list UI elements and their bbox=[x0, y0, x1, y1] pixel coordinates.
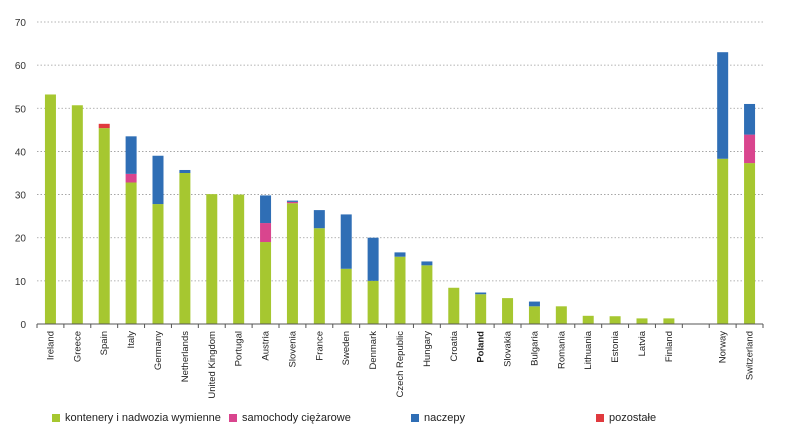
legend-item-semitrailers: naczepy bbox=[411, 412, 465, 424]
bar-segment bbox=[71, 105, 83, 324]
legend-label: kontenery i nadwozia wymienne bbox=[65, 412, 221, 424]
bar-segment bbox=[421, 261, 433, 266]
y-axis: 0 10 20 30 40 50 60 70 bbox=[15, 18, 27, 331]
bar-segment bbox=[744, 163, 756, 324]
bar-segment bbox=[502, 298, 514, 324]
bar-segment bbox=[125, 173, 137, 183]
legend-swatch bbox=[411, 414, 419, 422]
bar-segment bbox=[98, 128, 110, 324]
x-tick-label: Croatia bbox=[449, 330, 460, 361]
bar-segment bbox=[152, 204, 164, 324]
bar-segment bbox=[528, 306, 540, 324]
bar-segment bbox=[475, 292, 487, 295]
y-tick-label: 70 bbox=[15, 18, 27, 29]
stacked-bar-chart: 0 10 20 30 40 50 60 70 Ireland Greece Spain Italy G… bbox=[15, 18, 764, 399]
bar-segment bbox=[555, 306, 567, 324]
x-tick-label: France bbox=[314, 331, 325, 361]
bar-segment bbox=[125, 136, 137, 174]
legend-swatch bbox=[596, 414, 604, 422]
x-tick-label: Czech Republic bbox=[395, 331, 406, 398]
bar-segment bbox=[313, 228, 325, 324]
bar-segment bbox=[179, 173, 191, 324]
x-tick-label: Switzerland bbox=[745, 331, 756, 380]
y-tick-label: 30 bbox=[15, 191, 27, 202]
bar-segment bbox=[44, 94, 56, 324]
x-tick-label: Hungary bbox=[422, 331, 433, 367]
bar-segment bbox=[179, 169, 191, 173]
bar-segment bbox=[394, 252, 406, 257]
bar-segment bbox=[286, 200, 298, 202]
y-tick-label: 50 bbox=[15, 104, 27, 115]
x-tick-label: Norway bbox=[718, 331, 729, 363]
x-tick-label: Sweden bbox=[341, 331, 352, 365]
y-tick-label: 0 bbox=[20, 320, 26, 331]
y-tick-label: 40 bbox=[15, 147, 27, 158]
x-tick-label: Lithuania bbox=[583, 330, 594, 369]
x-tick-label: Greece bbox=[72, 331, 83, 362]
bar-segment bbox=[286, 201, 298, 204]
x-tick-label: Romania bbox=[556, 330, 567, 369]
legend-swatch bbox=[52, 414, 60, 422]
bar-segment bbox=[286, 203, 298, 324]
legend-item-trucks: samochody ciężarowe bbox=[229, 412, 351, 424]
bar-segment bbox=[717, 158, 729, 324]
bar-segment bbox=[206, 194, 218, 324]
bar-segment bbox=[636, 318, 648, 324]
bar-segment bbox=[313, 210, 325, 229]
bar-segment bbox=[340, 268, 352, 324]
y-tick-label: 60 bbox=[15, 61, 27, 72]
bar-segment bbox=[475, 294, 487, 324]
legend-label: naczepy bbox=[424, 412, 465, 424]
bars bbox=[44, 52, 756, 324]
bar-segment bbox=[663, 318, 675, 324]
legend-label: samochody ciężarowe bbox=[242, 412, 351, 424]
bar-segment bbox=[367, 237, 379, 281]
x-tick-label: Finland bbox=[664, 331, 675, 362]
x-tick-label: Austria bbox=[261, 330, 272, 360]
legend-item-other: pozostałe bbox=[596, 412, 656, 424]
bar-segment bbox=[260, 242, 272, 324]
bar-segment bbox=[609, 316, 621, 324]
bar-segment bbox=[98, 123, 110, 129]
legend-swatch bbox=[229, 414, 237, 422]
x-tick-label: Spain bbox=[99, 331, 110, 355]
gridlines bbox=[37, 21, 763, 282]
bar-segment bbox=[528, 301, 540, 307]
x-tick-label: Poland bbox=[476, 331, 487, 363]
x-tick-label: Netherlands bbox=[180, 331, 191, 382]
bar-segment bbox=[448, 287, 460, 324]
bar-segment bbox=[421, 265, 433, 324]
x-tick-label: Germany bbox=[153, 331, 164, 370]
x-tick-label: Latvia bbox=[637, 330, 648, 356]
x-tick-label: Slovenia bbox=[287, 330, 298, 367]
legend-item-containers: kontenery i nadwozia wymienne bbox=[52, 412, 221, 424]
x-axis: Ireland Greece Spain Italy Germany Netherland… bbox=[36, 323, 764, 399]
bar-segment bbox=[152, 155, 164, 205]
bar-segment bbox=[340, 214, 352, 269]
bar-segment bbox=[744, 103, 756, 135]
bar-segment bbox=[125, 182, 137, 324]
y-tick-label: 20 bbox=[15, 234, 27, 245]
legend: kontenery i nadwozia wymienne samochody … bbox=[0, 412, 800, 430]
x-tick-label: Slovakia bbox=[503, 330, 514, 367]
x-tick-label: United Kingdom bbox=[207, 331, 218, 399]
x-tick-label: Denmark bbox=[368, 331, 379, 370]
y-tick-label: 10 bbox=[15, 277, 27, 288]
x-tick-label: Estonia bbox=[610, 330, 621, 362]
bar-segment bbox=[260, 195, 272, 224]
x-tick-label: Italy bbox=[126, 331, 137, 349]
legend-label: pozostałe bbox=[609, 412, 657, 424]
bar-segment bbox=[394, 256, 406, 324]
bar-segment bbox=[744, 134, 756, 164]
x-tick-label: Bulgaria bbox=[529, 330, 540, 366]
bar-segment bbox=[233, 194, 245, 324]
bar-segment bbox=[717, 52, 729, 159]
x-tick-label: Ireland bbox=[45, 331, 56, 360]
x-tick-label: Portugal bbox=[234, 331, 245, 366]
bar-segment bbox=[582, 315, 594, 324]
bar-segment bbox=[260, 223, 272, 243]
bar-segment bbox=[367, 280, 379, 324]
